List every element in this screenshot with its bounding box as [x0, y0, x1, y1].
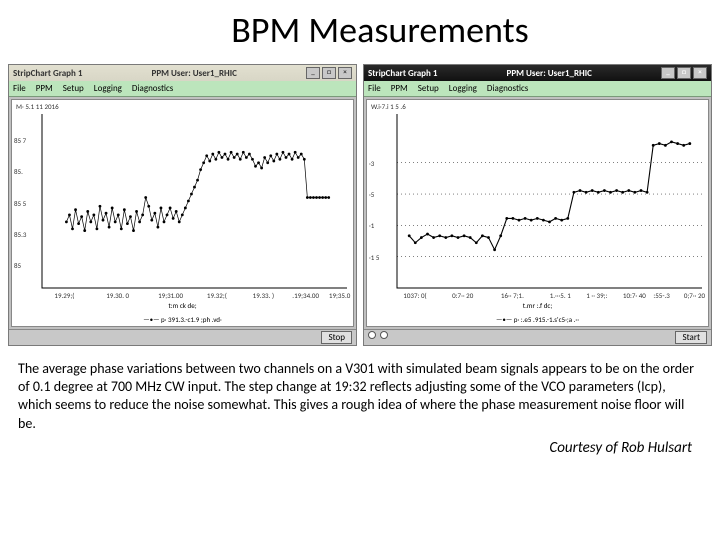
dot-icon[interactable]	[368, 331, 376, 339]
y-tick-label: 85 7	[14, 136, 26, 145]
page-title: BPM Measurements	[0, 8, 720, 52]
y-tick-label: ·5	[369, 190, 374, 199]
menu-file[interactable]: File	[13, 83, 26, 94]
stop-button[interactable]: Stop	[321, 331, 352, 344]
footer-dots	[368, 331, 388, 344]
menu-ppm[interactable]: PPM	[36, 83, 53, 94]
x-tick-label: .19;34.00	[292, 291, 319, 300]
y-tick-label: 85.	[14, 167, 23, 176]
left-chart-window: StripChart Graph 1 PPM User: User1_RHIC …	[8, 64, 357, 346]
x-tick-label: 10:7· 40	[623, 291, 646, 300]
left-titlebar: StripChart Graph 1 PPM User: User1_RHIC …	[9, 65, 356, 81]
x-axis-title: t.mr :.f dc;	[523, 301, 552, 310]
right-titlebar: StripChart Graph 1 PPM User: User1_RHIC …	[364, 65, 711, 81]
right-chart-window: StripChart Graph 1 PPM User: User1_RHIC …	[363, 64, 712, 346]
x-tick-label: 19.30. 0	[106, 291, 129, 300]
dot-icon[interactable]	[380, 331, 388, 339]
x-tick-label: 19.29;(	[54, 291, 74, 300]
charts-row: StripChart Graph 1 PPM User: User1_RHIC …	[0, 64, 720, 346]
y-tick-label: 85 5	[14, 199, 26, 208]
left-footer: Stop	[9, 329, 356, 345]
x-tick-label: 1 ·· 39;:	[586, 291, 607, 300]
left-window-buttons: _ □ ×	[306, 67, 352, 79]
x-axis-title: t:m ck de;	[168, 301, 196, 310]
minimize-icon[interactable]: _	[306, 67, 320, 79]
menu-diagnostics[interactable]: Diagnostics	[132, 83, 173, 94]
x-tick-label: 19;31.00	[158, 291, 183, 300]
legend-text: —•— p· :.e5 .915.-1.s'c5·;a .··	[496, 315, 579, 324]
x-tick-label: 19.33. )	[253, 291, 274, 300]
menu-diagnostics[interactable]: Diagnostics	[487, 83, 528, 94]
menu-file[interactable]: File	[368, 83, 381, 94]
maximize-icon[interactable]: □	[322, 67, 336, 79]
menu-setup[interactable]: Setup	[63, 83, 84, 94]
menu-logging[interactable]: Logging	[94, 83, 122, 94]
x-tick-label: :55-.3	[653, 291, 669, 300]
x-tick-label: 16·· 7;1.	[501, 291, 524, 300]
close-icon[interactable]: ×	[693, 67, 707, 79]
legend-text: —•— p· 391.3.-c1.9 ;ph .vd·	[143, 315, 222, 324]
x-tick-label: 1037: 0(	[403, 291, 426, 300]
minimize-icon[interactable]: _	[661, 67, 675, 79]
left-menubar: File PPM Setup Logging Diagnostics	[9, 81, 356, 97]
start-button[interactable]: Start	[675, 331, 707, 344]
y-tick-label: ·1 5	[369, 253, 379, 262]
right-window-buttons: _ □ ×	[661, 67, 707, 79]
right-menubar: File PPM Setup Logging Diagnostics	[364, 81, 711, 97]
x-tick-label: 19.32;(	[207, 291, 227, 300]
x-tick-label: 19;35.0	[329, 291, 350, 300]
y-tick-label: ·1	[369, 221, 374, 230]
close-icon[interactable]: ×	[338, 67, 352, 79]
y-tick-label: ·3	[369, 159, 374, 168]
left-plot-area: M· 5.1 11 2016 85 785.85 585.385 19.29;(…	[11, 99, 354, 327]
left-title-right: PPM User: User1_RHIC	[152, 68, 237, 79]
menu-ppm[interactable]: PPM	[391, 83, 408, 94]
menu-setup[interactable]: Setup	[418, 83, 439, 94]
x-tick-label: 0;7·· 20	[684, 291, 705, 300]
left-title-left: StripChart Graph 1	[13, 68, 82, 79]
y-tick-label: 85	[14, 261, 21, 270]
menu-logging[interactable]: Logging	[449, 83, 477, 94]
credit-text: Courtesy of Rob Hulsart	[0, 439, 692, 457]
right-title-left: StripChart Graph 1	[368, 68, 437, 79]
right-plot-area: W.i·7.i 1 5 .6 ·3·5·1·1 51037: 0(0:7·· 2…	[366, 99, 709, 327]
right-footer: Start	[364, 329, 711, 345]
x-tick-label: 0:7·· 20	[452, 291, 473, 300]
right-title-right: PPM User: User1_RHIC	[507, 68, 592, 79]
y-tick-label: 85.3	[14, 230, 26, 239]
x-tick-label: 1.···5. 1	[550, 291, 571, 300]
caption-text: The average phase variations between two…	[18, 360, 702, 433]
maximize-icon[interactable]: □	[677, 67, 691, 79]
